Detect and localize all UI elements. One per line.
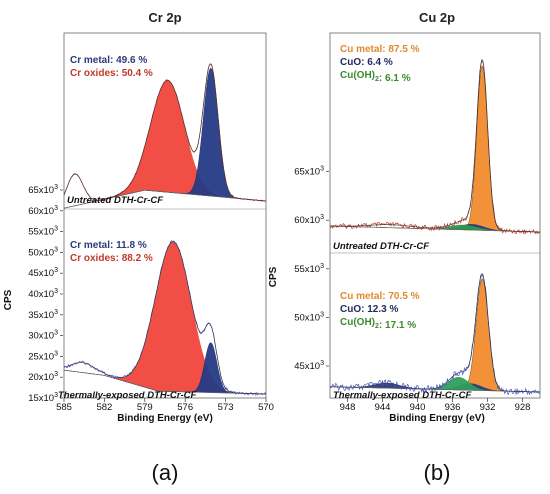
cr2p-y-ticks: 15x103 20x103 25x103 30x103 35x103 40x103 45x1… [28, 184, 63, 404]
cu2p-exposed-sample-label: Thermally-exposed DTH-Cr-CF [333, 390, 471, 401]
cu2p-untreated-cuo-value: 6.4 % [367, 57, 393, 68]
cr2p-ytick-35x10-3: 35x103 [28, 309, 58, 321]
cr2p-exposed-peak-cr-oxides [64, 241, 266, 394]
cr2p-ytick-50x10-3: 50x103 [28, 246, 58, 258]
cu2p-exposed-cuoh2-label: Cu(OH)2: 17.1 % [340, 317, 416, 331]
cr2p-exposed-cr-metal-value: 11.8 % [116, 240, 147, 251]
cr2p-xlabel: Binding Energy (eV) [117, 413, 213, 424]
cu2p-exposed-raw-data [330, 273, 540, 396]
cr2p-exposed-cr-oxides-name: Cr oxides [70, 253, 116, 264]
cu2p-exposed-cuo-value: 12.3 % [367, 304, 398, 315]
cr2p-ytick-15x10-3: 15x103 [28, 392, 58, 404]
cr2p-untreated-cr-oxides-name: Cr oxides [70, 68, 116, 79]
cu2p-xtick-928: 928 [515, 402, 531, 413]
cr2p-exposed-background [64, 369, 266, 395]
cu2p-ytick-45x10-3: 45x103 [294, 360, 324, 372]
cu2p-xtick-940: 940 [410, 402, 426, 413]
cr2p-ytick-65x10-3: 65x103 [28, 184, 58, 196]
cr2p-xtick-582: 582 [96, 402, 112, 413]
cr2p-exposed-fit-envelope [64, 241, 266, 395]
cu2p-ytick-65x10-3: 65x103 [294, 166, 324, 178]
cu2p-ytick-55x10-3: 55x103 [294, 263, 324, 275]
cr2p-xtick-573: 573 [218, 402, 234, 413]
cr2p-untreated-cr-metal-value: 49.6 % [116, 55, 147, 66]
cu2p-untreated-cuoh2-label: Cu(OH)2: 6.1 % [340, 70, 411, 84]
cr2p-spectra [64, 63, 266, 397]
cr2p-xtick-570: 570 [258, 402, 274, 413]
cu2p-untreated-cu-metal-value: 87.5 % [388, 44, 419, 55]
cr2p-ytick-20x10-3: 20x103 [28, 371, 58, 383]
cu2p-ytick-50x10-3: 50x103 [294, 311, 324, 323]
cu2p-spectra [330, 59, 540, 396]
cu2p-title: Cu 2p [419, 10, 455, 25]
cu2p-exposed-cu-metal-label: Cu metal: 70.5 % [340, 291, 420, 302]
cu2p-exposed-peak-cu-oh-2 [330, 376, 540, 392]
cu2p-untreated-sample-label: Untreated DTH-Cr-CF [333, 241, 429, 252]
cr2p-untreated-cr-metal-name: Cr metal [70, 55, 110, 66]
cr2p-untreated-cr-metal-label: Cr metal: 49.6 % [70, 55, 147, 66]
cu2p-exposed-fit-envelope [330, 273, 540, 393]
cu2p-exposed-cu-metal-name: Cu metal [340, 291, 382, 302]
cu2p-untreated-fit-envelope [330, 59, 540, 233]
cu2p-untreated-cuoh2-value: 6.1 % [385, 73, 411, 84]
cr2p-exposed-cr-oxides-label: Cr oxides: 88.2 % [70, 253, 153, 264]
cu2p-ytick-60x10-3: 60x103 [294, 214, 324, 226]
cu2p-untreated-cu-metal-name: Cu metal [340, 44, 382, 55]
cr2p-ytick-25x10-3: 25x103 [28, 350, 58, 362]
cu2p-exposed-cuo-label: CuO: 12.3 % [340, 304, 398, 315]
cu2p-ylabel: CPS [268, 266, 279, 287]
cr2p-xtick-576: 576 [177, 402, 193, 413]
cu2p-exposed-peak-satellite [330, 383, 540, 392]
cu2p-exposed-cuo-name: CuO [340, 304, 361, 315]
cu2p-xtick-932: 932 [480, 402, 496, 413]
cu2p-exposed-cu-metal-value: 70.5 % [388, 291, 419, 302]
cr2p-exposed-sample-label: Thermally-exposed DTH-Cr-CF [58, 390, 196, 401]
cr2p-untreated-peak-cr-oxides [64, 80, 266, 209]
cr2p-xtick-585: 585 [56, 402, 72, 413]
cr2p-ytick-30x10-3: 30x103 [28, 330, 58, 342]
cu2p-exposed-cuoh2-name: Cu(OH)2 [340, 317, 379, 330]
cr2p-untreated-sample-label: Untreated DTH-Cr-CF [67, 195, 163, 206]
cu2p-xlabel: Binding Energy (eV) [389, 413, 485, 424]
cr2p-ytick-40x10-3: 40x103 [28, 288, 58, 300]
cr2p-exposed-cr-metal-label: Cr metal: 11.8 % [70, 240, 147, 251]
cr2p-xtick-579: 579 [137, 402, 153, 413]
cr2p-exposed-cr-metal-name: Cr metal [70, 240, 110, 251]
cu2p-xtick-936: 936 [445, 402, 461, 413]
cr2p-ytick-55x10-3: 55x103 [28, 226, 58, 238]
cu2p-exposed-cuoh2-value: 17.1 % [385, 320, 416, 331]
cu2p-exposed-peak-cuo [330, 383, 540, 392]
cu2p-x-ticks: 948 944 940 936 932 928 [340, 398, 531, 413]
cu2p-untreated-cuoh2-name: Cu(OH)2 [340, 70, 379, 83]
cr2p-ylabel: CPS [3, 289, 14, 310]
cu2p-untreated-cuo-name: CuO [340, 57, 361, 68]
cu2p-untreated-cu-metal-label: Cu metal: 87.5 % [340, 44, 420, 55]
cr2p-ytick-45x10-3: 45x103 [28, 267, 58, 279]
cr2p-untreated-fit-envelope [64, 63, 266, 202]
panel-b-label: (b) [424, 460, 451, 485]
cu2p-plot-area [329, 32, 541, 399]
cu2p-xtick-948: 948 [340, 402, 356, 413]
cu2p-y-ticks: 45x103 50x103 55x103 60x103 65x103 [294, 166, 329, 372]
cu2p-xtick-944: 944 [375, 402, 391, 413]
cr2p-ytick-60x10-3: 60x103 [28, 205, 58, 217]
panel-a-label: (a) [152, 460, 179, 485]
cu2p-untreated-cuo-label: CuO: 6.4 % [340, 57, 393, 68]
cr2p-untreated-cr-oxides-label: Cr oxides: 50.4 % [70, 68, 153, 79]
cr2p-exposed-cr-oxides-value: 88.2 % [122, 253, 153, 264]
cr2p-title: Cr 2p [148, 10, 181, 25]
cr2p-untreated-cr-oxides-value: 50.4 % [122, 68, 153, 79]
cr2p-x-ticks: 585 582 579 576 573 570 [56, 398, 274, 413]
